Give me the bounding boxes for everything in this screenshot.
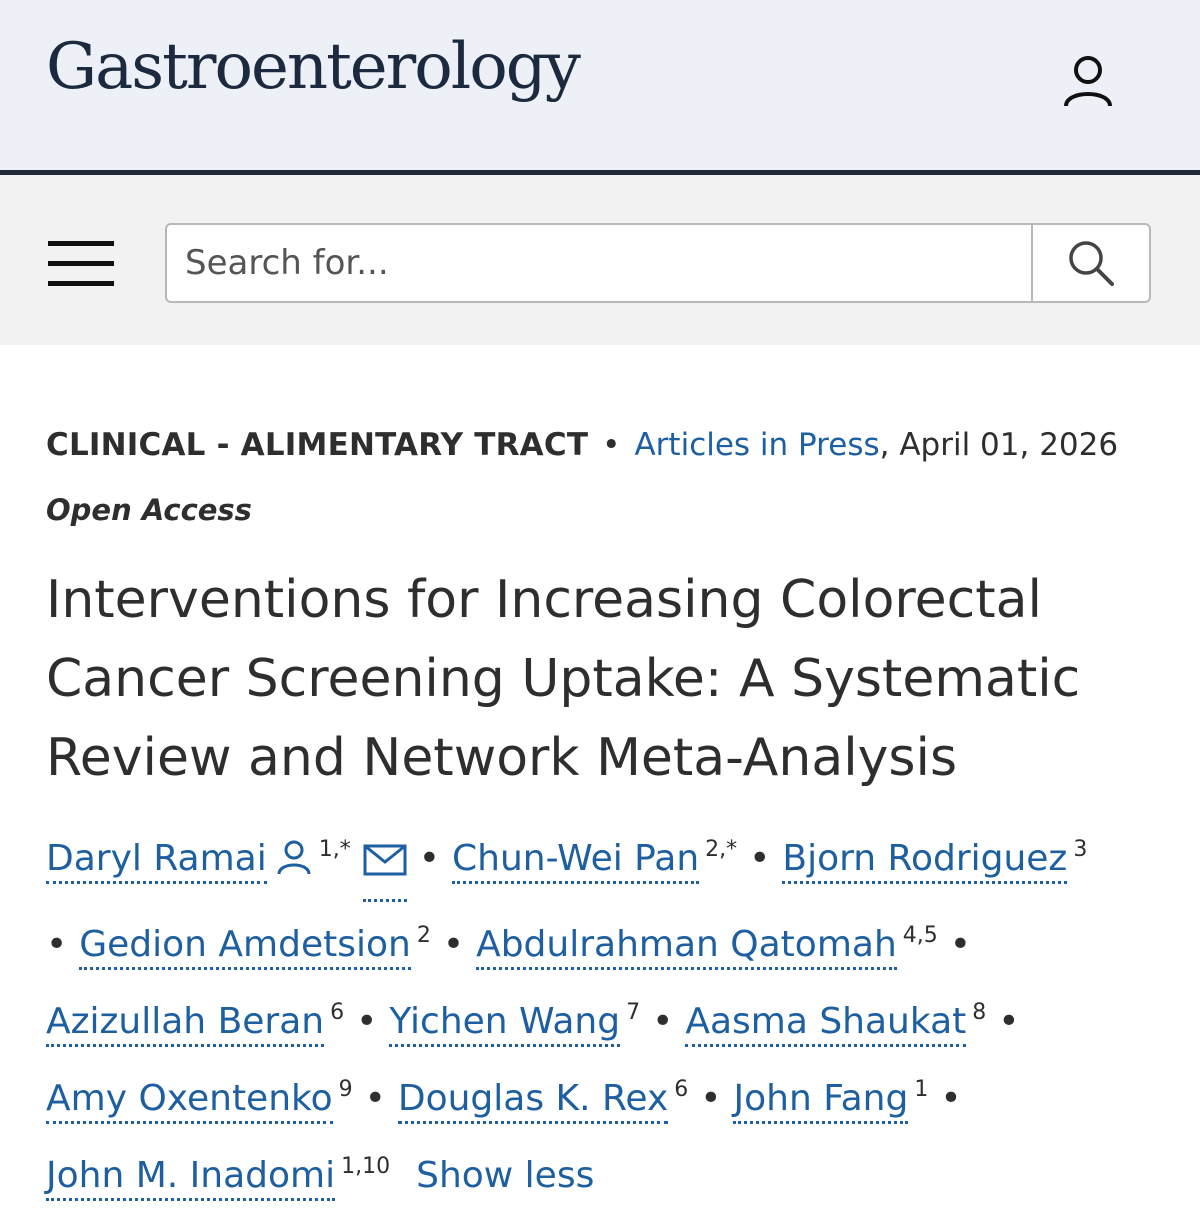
author-link[interactable]: John Fang — [733, 1078, 909, 1124]
author-affiliation: 4,5 — [902, 923, 938, 948]
article-title: Interventions for Increasing Colorectal … — [46, 570, 1081, 788]
author-link[interactable]: Bjorn Rodriguez — [782, 838, 1068, 884]
author-affiliation: 3 — [1073, 837, 1088, 862]
author-affiliation: 1,* — [318, 837, 351, 862]
author-link[interactable]: Amy Oxentenko — [46, 1078, 333, 1124]
site-header: Gastroenterology — [0, 0, 1200, 175]
author-affiliation: 6 — [330, 1000, 345, 1025]
email-author-button[interactable] — [362, 831, 407, 902]
article-meta: CLINICAL - ALIMENTARY TRACT • Articles in … — [46, 425, 1154, 465]
author-link[interactable]: Azizullah Beran — [46, 1001, 325, 1047]
show-less-button[interactable]: Show less — [416, 1155, 595, 1196]
author-separator: • — [364, 1078, 386, 1119]
author-affiliation: 8 — [972, 1000, 987, 1025]
journal-logo[interactable]: Gastroenterology — [46, 30, 581, 104]
user-icon — [1064, 56, 1112, 107]
author-separator: • — [652, 1001, 674, 1042]
author-affiliation: 6 — [674, 1077, 689, 1102]
author-affiliation: 1 — [914, 1077, 929, 1102]
menu-button[interactable] — [46, 241, 116, 291]
author-separator: • — [356, 1001, 378, 1042]
mail-icon — [363, 844, 407, 876]
meta-separator: • — [602, 427, 621, 463]
section-label: CLINICAL - ALIMENTARY TRACT — [46, 427, 589, 463]
articles-in-press-link[interactable]: Articles in Press — [634, 427, 880, 463]
author-separator: • — [749, 838, 771, 879]
corresponding-author-icon[interactable] — [275, 831, 313, 899]
search-button[interactable] — [1031, 225, 1149, 301]
author-affiliation: 9 — [338, 1077, 353, 1102]
author-affiliation: 7 — [626, 1000, 641, 1025]
author-link[interactable]: Abdulrahman Qatomah — [476, 924, 897, 970]
author-affiliation: 1,10 — [341, 1154, 391, 1179]
author-link[interactable]: Aasma Shaukat — [685, 1001, 967, 1047]
author-link[interactable]: Yichen Wang — [389, 1001, 621, 1047]
open-access-badge: Open Access — [46, 493, 252, 527]
author-separator: • — [418, 838, 440, 879]
author-link[interactable]: Douglas K. Rex — [397, 1078, 669, 1124]
author-separator: • — [940, 1078, 962, 1119]
hamburger-line — [48, 281, 114, 286]
hamburger-menu-icon — [48, 241, 114, 246]
article-header: CLINICAL - ALIMENTARY TRACT • Articles in … — [0, 345, 1200, 1210]
author-link[interactable]: Chun-Wei Pan — [451, 838, 700, 884]
author-affiliation: 2,* — [705, 837, 738, 862]
hamburger-line — [48, 261, 114, 266]
search-bar — [0, 175, 1200, 345]
search-input[interactable] — [167, 225, 1031, 301]
author-link[interactable]: John M. Inadomi — [46, 1155, 336, 1201]
search-icon — [1069, 241, 1114, 286]
author-separator: • — [998, 1001, 1020, 1042]
author-separator: • — [949, 924, 971, 965]
search-box — [165, 223, 1151, 303]
author-separator: • — [442, 924, 465, 965]
author-link[interactable]: Gedion Amdetsion — [79, 924, 411, 970]
user-account-button[interactable] — [1058, 52, 1118, 112]
author-link[interactable]: Daryl Ramai — [46, 838, 267, 884]
publication-date: , April 01, 2026 — [879, 427, 1119, 463]
author-separator: • — [46, 924, 68, 965]
author-separator: • — [700, 1078, 722, 1119]
author-affiliation: 2 — [416, 923, 431, 948]
author-list: Daryl Ramai 1,* • Chun-Wei Pan 2,* • Bjorn Rod… — [46, 816, 1154, 1210]
